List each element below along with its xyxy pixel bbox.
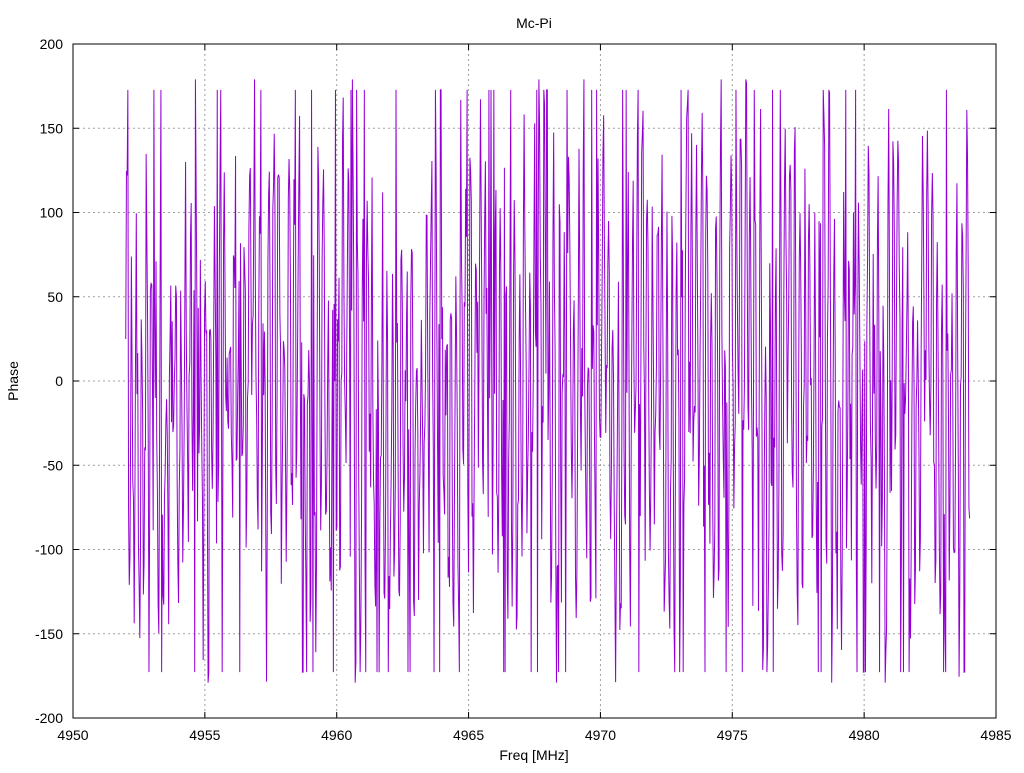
x-axis-title: Freq [MHz] <box>499 747 568 763</box>
phase-series-line <box>125 79 971 683</box>
y-tick-label: 150 <box>40 120 64 136</box>
series-group <box>125 79 971 683</box>
y-axis-title: Phase <box>5 361 21 401</box>
y-tick-label: 0 <box>55 373 63 389</box>
y-tick-label: -100 <box>35 542 63 558</box>
y-tick-label: 100 <box>40 205 64 221</box>
y-axis-ticks: 200 150 100 50 0 -50 -100 -150 -200 <box>35 36 996 726</box>
x-tick-label: 4975 <box>717 727 748 743</box>
x-tick-label: 4985 <box>980 727 1011 743</box>
x-tick-label: 4960 <box>321 727 352 743</box>
x-tick-label: 4980 <box>849 727 880 743</box>
chart-title: Mc-Pi <box>516 15 552 31</box>
y-tick-label: -150 <box>35 626 63 642</box>
x-tick-label: 4950 <box>57 727 88 743</box>
y-tick-label: -200 <box>35 710 63 726</box>
x-axis-ticks: 4950 4955 4960 4965 4970 4975 4980 4985 <box>57 44 1012 743</box>
x-tick-label: 4965 <box>453 727 484 743</box>
x-tick-label: 4955 <box>189 727 220 743</box>
y-tick-label: 200 <box>40 36 64 52</box>
y-tick-label: 50 <box>47 289 63 305</box>
x-tick-label: 4970 <box>585 727 616 743</box>
y-tick-label: -50 <box>43 457 63 473</box>
